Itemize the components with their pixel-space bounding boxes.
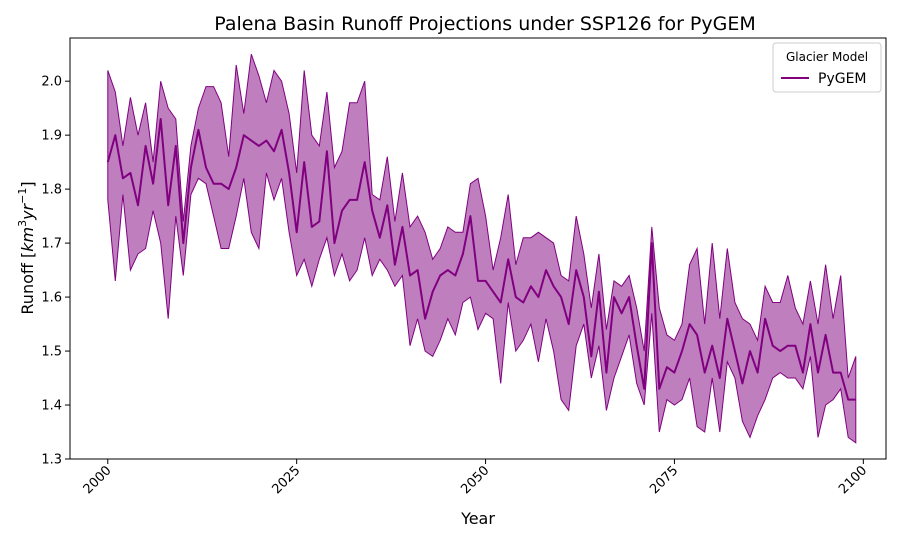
chart-title: Palena Basin Runoff Projections under SS… [214,13,756,35]
x-tick-label: 2050 [458,463,492,497]
y-tick-label: 1.7 [41,237,62,252]
legend-label-pygem: PyGEM [818,71,867,87]
x-tick-label: 2025 [269,463,303,497]
y-tick-label: 1.9 [41,129,62,144]
y-axis-label-main: Runoff [ [18,252,37,315]
range-band-pygem [107,54,857,444]
plot-frame [69,37,887,460]
x-tick-label: 2100 [836,463,870,497]
y-tick-label: 1.8 [41,183,62,198]
y-axis-label-km: km [18,227,37,252]
y-axis-label-exp3: 3 [16,220,29,227]
x-axis: 2000 2025 2050 2075 2100 [81,459,870,497]
y-tick-label: 1.4 [41,399,62,414]
y-axis-label-yr: yr [18,202,37,220]
plot-area [69,37,887,460]
x-tick-label: 2000 [81,463,115,497]
y-axis: 1.3 1.4 1.5 1.6 1.7 1.8 1.9 2.0 [41,75,70,468]
y-tick-label: 2.0 [41,75,62,90]
y-tick-label: 1.5 [41,345,62,360]
x-axis-label: Year [460,509,495,528]
legend: Glacier Model PyGEM [772,42,882,93]
legend-title: Glacier Model [786,50,868,64]
y-tick-label: 1.6 [41,291,62,306]
y-axis-label-close: ] [18,181,37,187]
x-tick-label: 2075 [647,463,681,497]
series-line-pygem [106,118,856,401]
y-tick-label: 1.3 [41,453,62,468]
y-axis-label-expneg: −1 [16,188,29,204]
legend-box [772,42,882,93]
y-axis-label: Runoff [km3yr−1] [16,181,37,314]
